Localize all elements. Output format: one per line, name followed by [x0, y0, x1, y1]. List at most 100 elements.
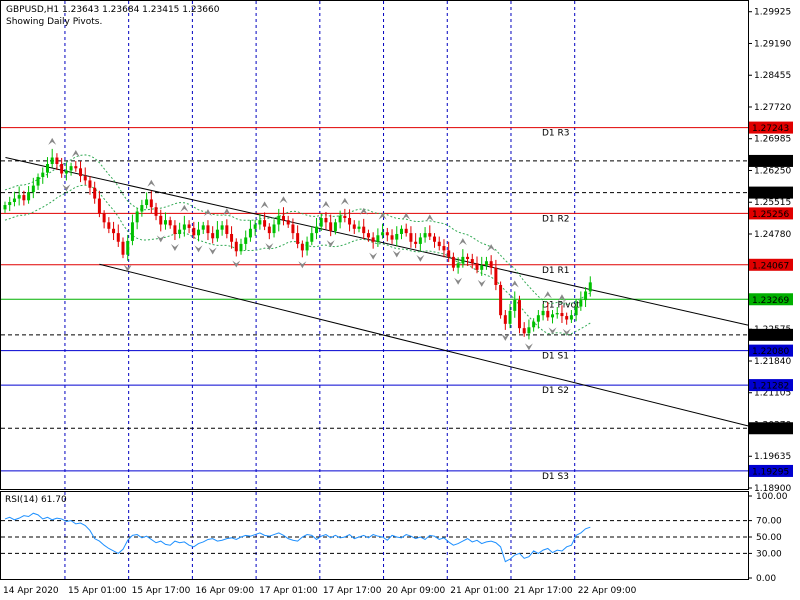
fractal-down: [156, 235, 165, 243]
candle-body: [225, 225, 229, 234]
pivot-label: D1 R3: [542, 129, 570, 139]
fractal-up: [425, 214, 434, 222]
x-tick-label: 21 Apr 17:00: [514, 586, 573, 596]
candle-body: [423, 233, 427, 238]
candle-body: [456, 263, 460, 268]
candle-body: [126, 240, 130, 255]
candle-body: [60, 164, 64, 174]
candle-body: [522, 328, 526, 334]
candle-body: [466, 256, 470, 260]
candle-body: [343, 215, 347, 218]
rsi-y-tick-label: 100.00: [756, 492, 788, 502]
price-tag-value: 1.21282: [752, 382, 789, 392]
candle-body: [159, 215, 163, 225]
candle-body: [414, 241, 418, 244]
candle-body: [447, 250, 451, 257]
rsi-indicator: [1, 512, 748, 563]
candle-body: [192, 227, 196, 236]
x-tick-label: 16 Apr 09:00: [195, 586, 254, 596]
candle-body: [163, 220, 167, 225]
price-tag-value: 1.24067: [752, 261, 789, 271]
price-tag-value: 1.25738: [752, 189, 789, 199]
y-tick-label: 1.21105: [754, 389, 791, 399]
fractal-down: [416, 254, 425, 262]
candle-body: [560, 313, 564, 317]
horizontal-gridlines: [1, 160, 748, 429]
candle-body: [253, 224, 257, 229]
fractal-up: [279, 196, 288, 204]
fractal-down: [232, 260, 241, 268]
fractal-up: [203, 209, 212, 217]
fractal-up: [71, 149, 80, 157]
candle-body: [348, 218, 352, 225]
fractal-up: [378, 212, 387, 220]
candle-body: [107, 222, 111, 229]
time-axis: 14 Apr 2020 15 Apr 01:00 15 Apr 17:00 16 Ap…: [3, 586, 637, 596]
candle-body: [74, 166, 78, 169]
fractal-up: [557, 294, 566, 302]
price-tag-bg: [749, 258, 793, 271]
main-panel: [0, 0, 749, 490]
candle-body: [140, 205, 144, 212]
candle-body: [503, 315, 507, 324]
pivot-label: D1 R2: [542, 214, 570, 224]
price-tag-bg: [749, 379, 793, 392]
pivot-label: D1 Pivot: [542, 300, 580, 310]
candle-body: [508, 310, 512, 324]
candle-body: [116, 233, 120, 242]
candle-body: [470, 259, 474, 264]
y-tick-label: 1.21840: [754, 357, 791, 367]
candle-body: [555, 313, 559, 315]
candle-body: [64, 170, 68, 174]
candle-body: [428, 233, 432, 237]
candle-body: [31, 185, 35, 193]
candle-body: [22, 195, 26, 201]
pivot-label: D1 S1: [542, 352, 569, 362]
candle-body: [381, 232, 385, 236]
candle-body: [357, 226, 361, 229]
candle-body: [517, 300, 521, 329]
fractal-down: [524, 343, 533, 351]
candle-body: [154, 207, 158, 216]
candle-body: [281, 215, 285, 221]
price-tag-value: 1.27243: [752, 124, 789, 134]
candle-body: [244, 237, 248, 244]
candle-body: [130, 222, 134, 241]
candle-body: [338, 215, 342, 223]
candle-body: [149, 199, 153, 208]
candle-body: [8, 202, 12, 206]
y-tick-label: 1.27720: [754, 103, 791, 113]
candle-body: [376, 235, 380, 242]
candle-body: [442, 246, 446, 251]
x-tick-label: 17 Apr 17:00: [323, 586, 382, 596]
candle-body: [187, 224, 191, 228]
candle-body: [433, 236, 437, 242]
candle-body: [499, 284, 503, 316]
candle-body: [230, 233, 234, 242]
candlesticks: [3, 148, 592, 340]
candle-body: [3, 205, 7, 210]
y-tick-label: 1.29925: [754, 8, 791, 18]
candle-body: [437, 241, 441, 247]
rsi-y-tick-label: 50.00: [756, 533, 782, 543]
candle-body: [541, 310, 545, 316]
candle-body: [461, 256, 465, 264]
price-tag-bg: [749, 464, 793, 477]
candle-body: [145, 199, 149, 206]
vertical-gridlines: [64, 1, 576, 579]
candle-body: [362, 226, 366, 234]
candle-body: [211, 233, 215, 239]
rsi-axis: 100.00 70.00 50.00 30.00 0.00: [748, 492, 788, 584]
candle-body: [286, 220, 290, 225]
fractal-down: [326, 240, 335, 248]
candle-body: [182, 224, 186, 230]
candle-body: [206, 225, 210, 234]
candle-body: [112, 228, 116, 234]
price-tags: 1.27243 1.25256 1.24067 1.23269 1.22080 1.212…: [749, 121, 793, 477]
candle-body: [215, 229, 219, 239]
price-tag-bg: [749, 186, 793, 199]
x-tick-label: 17 Apr 01:00: [259, 586, 318, 596]
chart-title: GBPUSD,H1 1.23643 1.23684 1.23415 1.2366…: [6, 5, 220, 15]
y-tick-label: 1.29190: [754, 39, 791, 49]
